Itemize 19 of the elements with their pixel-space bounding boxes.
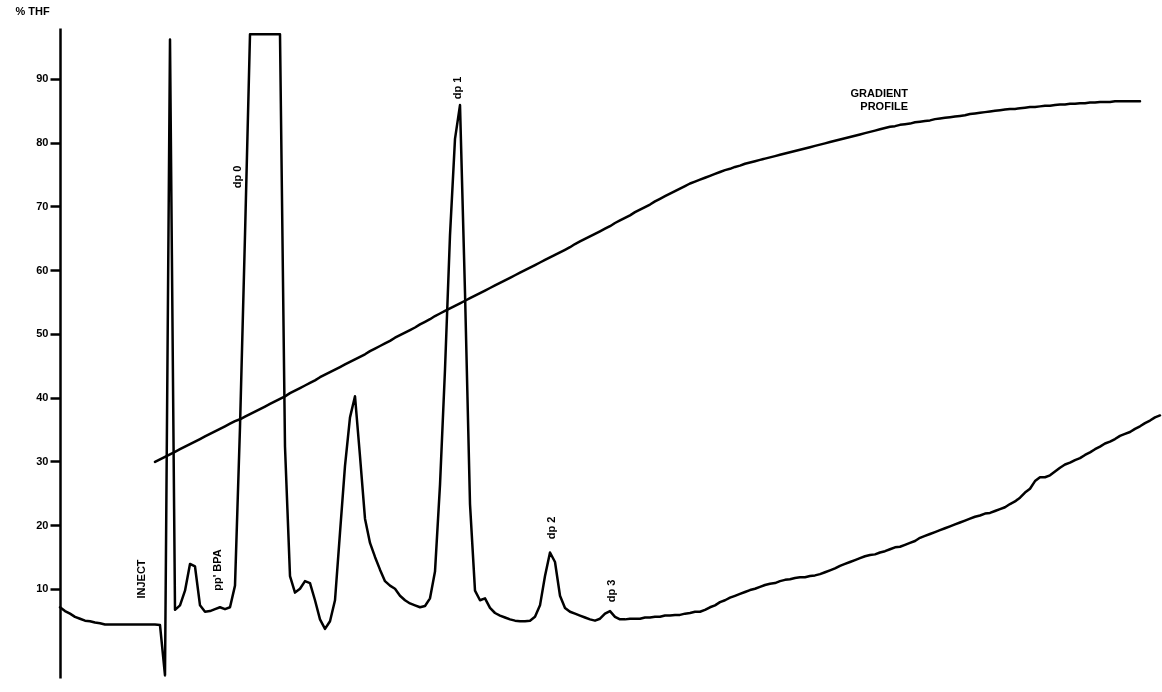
y-tick-label: 90 bbox=[36, 72, 49, 85]
y-tick-label: 30 bbox=[36, 454, 49, 467]
line-series bbox=[58, 33, 1162, 677]
y-tick-label: 40 bbox=[36, 391, 49, 404]
y-tick-label: 80 bbox=[36, 136, 49, 149]
annotation: dp 1 bbox=[451, 76, 463, 100]
line-series bbox=[153, 100, 1142, 464]
annotation: dp 0 bbox=[231, 165, 243, 189]
y-tick-label: 70 bbox=[36, 199, 49, 212]
y-tick-label: 20 bbox=[36, 518, 49, 531]
annotation: INJECT bbox=[135, 559, 147, 599]
annotation: dp 3 bbox=[605, 579, 617, 603]
annotation: dp 2 bbox=[545, 516, 557, 540]
annotation: pp' BPA bbox=[211, 549, 223, 591]
annotation: GRADIENT PROFILE bbox=[850, 87, 909, 112]
y-axis-title: % THF bbox=[15, 4, 50, 17]
y-tick-label: 60 bbox=[36, 263, 49, 276]
y-tick-label: 10 bbox=[36, 582, 49, 595]
y-tick-label: 50 bbox=[36, 327, 49, 340]
